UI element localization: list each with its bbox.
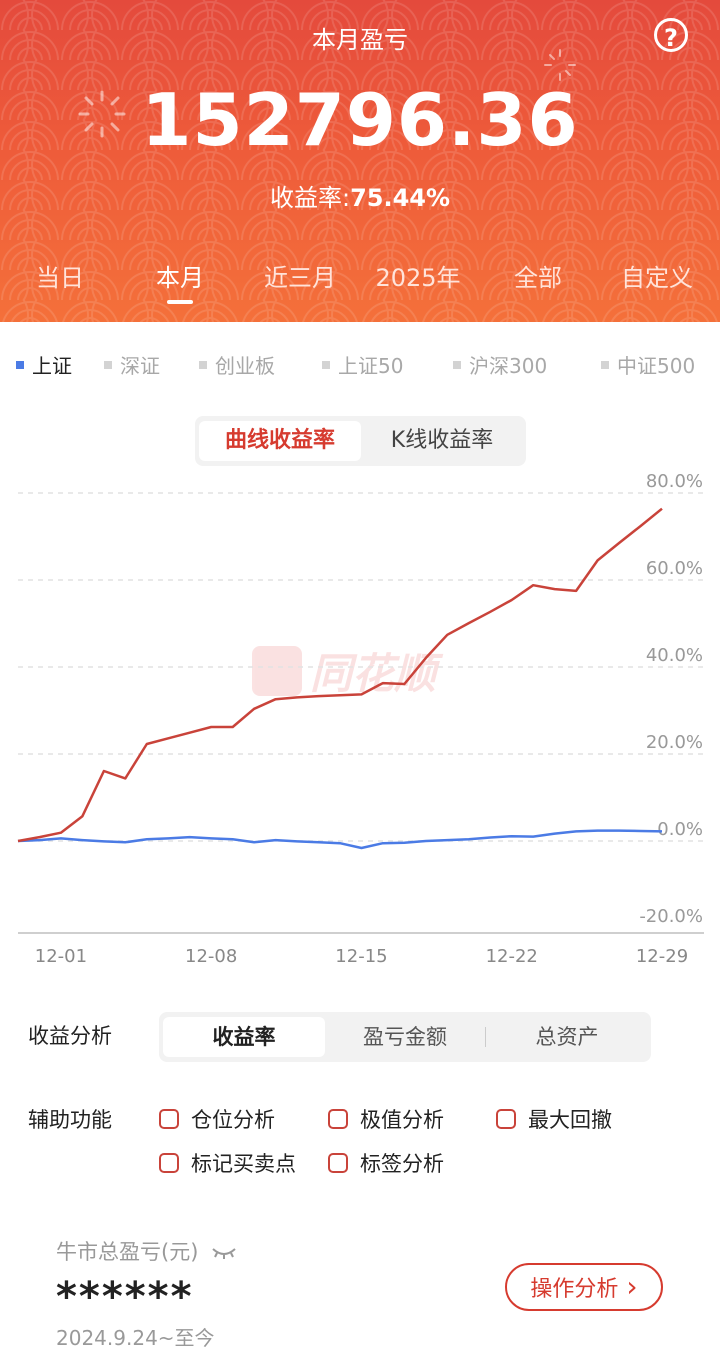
index-label: 中证500 [617,354,696,378]
toggle-divider [485,1027,486,1047]
bull-profit-label: 牛市总盈亏(元) [56,1236,237,1266]
profit-amount: 152796.36 [141,78,579,162]
index-label: 上证50 [338,354,404,378]
analysis-assets-option[interactable]: 总资产 [535,1025,599,1049]
bull-profit-masked: ****** [56,1274,194,1320]
chevron-right-icon: › [626,1270,638,1303]
legend-square-icon [16,360,24,369]
page-title: 本月盈亏 [312,26,408,54]
legend-square-icon [199,360,207,369]
operation-analysis-button[interactable]: 操作分析 › [505,1263,663,1311]
legend-square-icon [104,360,112,369]
wave-pattern [0,0,720,322]
tag-analysis-checkbox[interactable]: 标签分析 [328,1148,444,1178]
checkbox-icon [496,1109,516,1129]
index-return-line [17,829,663,850]
bull-profit-title: 牛市总盈亏(元) [56,1240,199,1264]
watermark-logo: 同花顺 [252,640,436,701]
legend-square-icon [601,360,609,369]
operation-analysis-label: 操作分析 [530,1277,619,1302]
index-label: 创业板 [215,354,275,378]
checkbox-icon [328,1109,348,1129]
header-banner: 本月盈亏 ? 152796.36 收益率:75.44% 当日 本月 近三月 20… [0,0,720,322]
tab-this-month[interactable]: 本月 [156,264,204,292]
return-rate: 收益率:75.44% [0,178,720,213]
y-tick-label: 80.0% [646,471,703,492]
legend-square-icon [453,360,461,369]
index-legend: 上证 深证 创业板 上证50 沪深300 中证500 [0,350,720,384]
active-tab-indicator [167,300,193,304]
index-csi500[interactable]: 中证500 [601,350,695,379]
y-tick-label: -20.0% [639,906,703,927]
return-chart[interactable]: 80.0% 60.0% 40.0% 20.0% 0.0% -20.0% 12-01 12-08… [0,465,720,975]
x-tick-label: 12-01 [35,946,87,967]
max-drawdown-checkbox[interactable]: 最大回撤 [496,1104,612,1134]
watermark-text: 同花顺 [310,649,437,698]
y-tick-label: 20.0% [646,732,703,753]
position-analysis-checkbox[interactable]: 仓位分析 [159,1104,275,1134]
help-icon[interactable]: ? [654,18,688,52]
index-shanghai[interactable]: 上证 [16,350,72,379]
checkbox-icon [159,1153,179,1173]
index-label: 深证 [120,354,160,378]
tab-custom[interactable]: 自定义 [621,264,693,292]
return-rate-label: 收益率: [269,184,351,212]
assist-label: 辅助功能 [28,1108,112,1132]
checkbox-label: 仓位分析 [191,1108,275,1132]
firework-decor [78,49,576,138]
kline-return-option[interactable]: K线收益率 [390,428,494,453]
index-label: 沪深300 [469,354,548,378]
index-label: 上证 [32,354,72,378]
analysis-amount-option[interactable]: 盈亏金额 [363,1025,447,1049]
index-shenzhen[interactable]: 深证 [104,350,160,379]
tab-three-months[interactable]: 近三月 [264,264,336,292]
extreme-analysis-checkbox[interactable]: 极值分析 [328,1104,444,1134]
checkbox-icon [159,1109,179,1129]
index-chinext[interactable]: 创业板 [199,350,275,379]
analysis-toggle: 收益率 盈亏金额 总资产 [159,1012,651,1062]
tab-today[interactable]: 当日 [36,264,84,292]
x-tick-label: 12-29 [636,946,688,967]
x-tick-label: 12-08 [185,946,237,967]
index-sse50[interactable]: 上证50 [322,350,403,379]
checkbox-icon [328,1153,348,1173]
x-tick-label: 12-22 [486,946,538,967]
legend-square-icon [322,360,330,369]
portfolio-return-line [17,507,663,843]
analysis-rate-option[interactable]: 收益率 [163,1017,325,1057]
bull-date-range: 2024.9.24~至今 [56,1326,215,1350]
checkbox-label: 标签分析 [360,1152,444,1176]
eye-closed-icon[interactable] [211,1246,237,1260]
x-tick-label: 12-15 [335,946,387,967]
chart-type-toggle: 曲线收益率 K线收益率 [195,416,526,466]
checkbox-label: 最大回撤 [528,1108,612,1132]
curve-return-option[interactable]: 曲线收益率 [199,421,361,461]
analysis-label: 收益分析 [28,1024,112,1048]
checkbox-label: 标记买卖点 [191,1152,296,1176]
chart-svg: 80.0% 60.0% 40.0% 20.0% 0.0% -20.0% 12-01 12-08… [17,471,704,967]
tab-2025[interactable]: 2025年 [375,264,461,292]
index-csi300[interactable]: 沪深300 [453,350,547,379]
period-tabs: 当日 本月 近三月 2025年 全部 自定义 [0,258,720,298]
y-tick-label: 40.0% [646,645,703,666]
tab-all[interactable]: 全部 [514,264,562,292]
watermark-icon [252,645,302,696]
checkbox-label: 极值分析 [360,1108,444,1132]
return-rate-value: 75.44% [350,184,451,212]
mark-trades-checkbox[interactable]: 标记买卖点 [159,1148,296,1178]
y-tick-label: 0.0% [657,819,703,840]
y-tick-label: 60.0% [646,558,703,579]
